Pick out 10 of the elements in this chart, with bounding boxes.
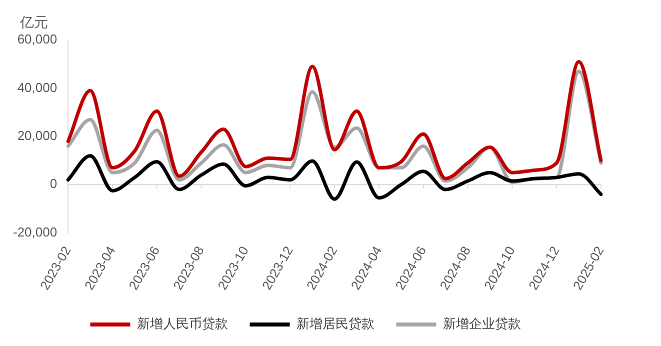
y-axis-title: 亿元 bbox=[20, 14, 48, 32]
line-series bbox=[66, 154, 603, 201]
legend-label: 新增人民币贷款 bbox=[136, 316, 228, 332]
y-tick-label: 20,000 bbox=[17, 128, 58, 144]
legend-label: 新增企业贷款 bbox=[442, 316, 521, 332]
y-tick-label: 0 bbox=[50, 176, 58, 192]
legend-label: 新增居民贷款 bbox=[296, 316, 374, 332]
y-tick-label: -20,000 bbox=[12, 224, 58, 240]
y-tick-label: 60,000 bbox=[17, 32, 58, 47]
y-tick-label: 40,000 bbox=[17, 80, 58, 95]
